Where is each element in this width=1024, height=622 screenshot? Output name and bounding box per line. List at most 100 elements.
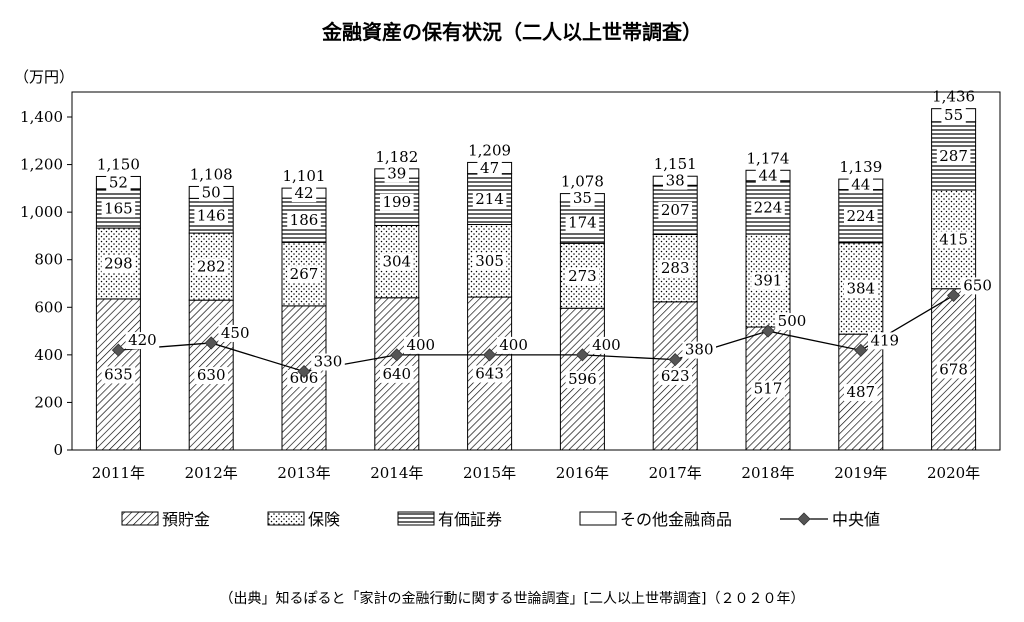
bar-value-label-bg [751,199,785,217]
median-value-label: 400 [592,336,621,354]
bar-value-label: 298 [104,255,133,273]
bar-value-label-bg [194,207,228,225]
median-marker [854,343,868,357]
bar-value-label: 678 [939,360,968,378]
bar-total-label: 1,209 [468,141,511,159]
bar-value-label-bg [936,231,971,249]
bar-value-label: 283 [661,259,690,277]
legend-label: その他金融商品 [620,510,732,529]
bar-value-label: 304 [382,253,411,271]
median-value-label-bg [960,277,995,295]
bar-value-label-bg [751,272,785,290]
bar-value-label-bg [565,267,600,285]
x-category-label: 2016年 [556,464,609,482]
bar-value-label: 267 [290,265,319,283]
bar-value-label-bg [472,191,507,209]
bar-value-label: 42 [294,184,313,202]
bar-value-label-bg [194,367,228,385]
bar-value-label-bg [844,280,878,298]
median-value-label: 400 [406,336,435,354]
y-tick-label: 0 [53,441,63,459]
bar-total-label: 1,108 [190,165,233,183]
bar-value-label: 52 [109,174,128,192]
bar-value-label: 146 [197,207,226,225]
legend-label: 有価証券 [438,510,502,529]
median-value-label-bg [125,332,160,350]
bar-total-label: 1,151 [654,155,697,173]
legend-swatch [397,511,435,526]
bar-total-label: 1,182 [375,148,418,166]
median-value-label-bg [311,353,345,371]
bar-value-label-bg [936,147,971,165]
bar-value-label: 391 [754,272,783,290]
bar-value-label-bg [844,208,878,226]
bar-value-label-bg [101,200,136,218]
median-line [118,294,954,373]
bar-value-label-bg [101,366,136,384]
bar-value-label-bg [941,107,966,125]
bar-value-label: 630 [197,366,226,384]
bar-value-label: 623 [661,367,690,385]
median-value-label-bg [496,336,531,354]
bar-value-label: 214 [475,190,504,208]
median-value-label: 419 [870,331,899,349]
bar-value-label-bg [101,255,136,273]
median-value-label-bg [589,336,624,354]
median-marker [111,343,125,357]
median-marker [390,348,404,362]
median-marker [668,353,682,367]
median-value-label: 330 [314,353,343,371]
plot-frame [71,91,1001,451]
legend-swatch [579,511,617,526]
y-tick-label: 1,400 [20,108,63,126]
plot-area: 02004006008001,0001,2001,400635298165521… [20,88,1001,482]
bar-total-label: 1,139 [839,158,882,176]
bar-value-label-bg [199,184,224,202]
bar-value-label-bg [380,253,414,271]
bar-value-label: 596 [568,370,597,388]
median-value-label-bg [682,341,716,359]
y-tick-label: 400 [34,346,63,364]
bar-value-label: 47 [480,159,499,177]
bar-value-label: 487 [846,383,875,401]
median-marker [947,288,961,302]
bar-total-label: 1,101 [283,167,326,185]
bar-total-label: 1,436 [932,88,975,106]
median-marker [297,364,311,379]
median-value-label-bg [868,332,902,350]
bar-value-label-bg [287,369,321,387]
bar-value-label: 287 [939,147,968,165]
median-value-label: 400 [499,336,528,354]
bar-value-label: 38 [666,172,685,190]
bar-value-label: 224 [754,198,783,216]
bar-value-label: 517 [754,380,783,398]
legend-label: 中央値 [832,510,880,529]
bar-value-label: 165 [104,199,133,217]
median-value-label: 450 [221,324,250,342]
bar-value-label: 643 [475,365,504,383]
bar-value-label-bg [844,384,878,402]
median-marker [204,336,218,350]
bar-value-label: 199 [382,193,411,211]
y-axis-unit-label: （万円） [14,68,75,86]
y-tick-label: 800 [34,251,63,269]
bar-value-label-bg [565,371,600,389]
bar-value-label: 55 [944,106,963,124]
median-value-label: 420 [128,331,157,349]
bar-value-label: 207 [661,201,690,219]
bar-value-label-bg [477,160,502,178]
x-category-label: 2013年 [277,464,330,482]
bar-value-label: 224 [846,207,875,225]
median-value-label: 380 [685,341,714,359]
chart-title: 金融資産の保有状況（二人以上世帯調査） [322,20,702,44]
bar-total-label: 1,150 [97,155,140,173]
x-category-label: 2012年 [185,464,238,482]
median-marker [483,348,497,362]
bar-value-label-bg [291,185,317,203]
bar-value-label-bg [380,365,414,383]
x-category-label: 2011年 [92,464,145,482]
bar-value-label: 640 [382,365,411,383]
median-value-label-bg [404,336,438,354]
x-category-label: 2014年 [370,464,423,482]
bar-value-label-bg [287,212,321,230]
